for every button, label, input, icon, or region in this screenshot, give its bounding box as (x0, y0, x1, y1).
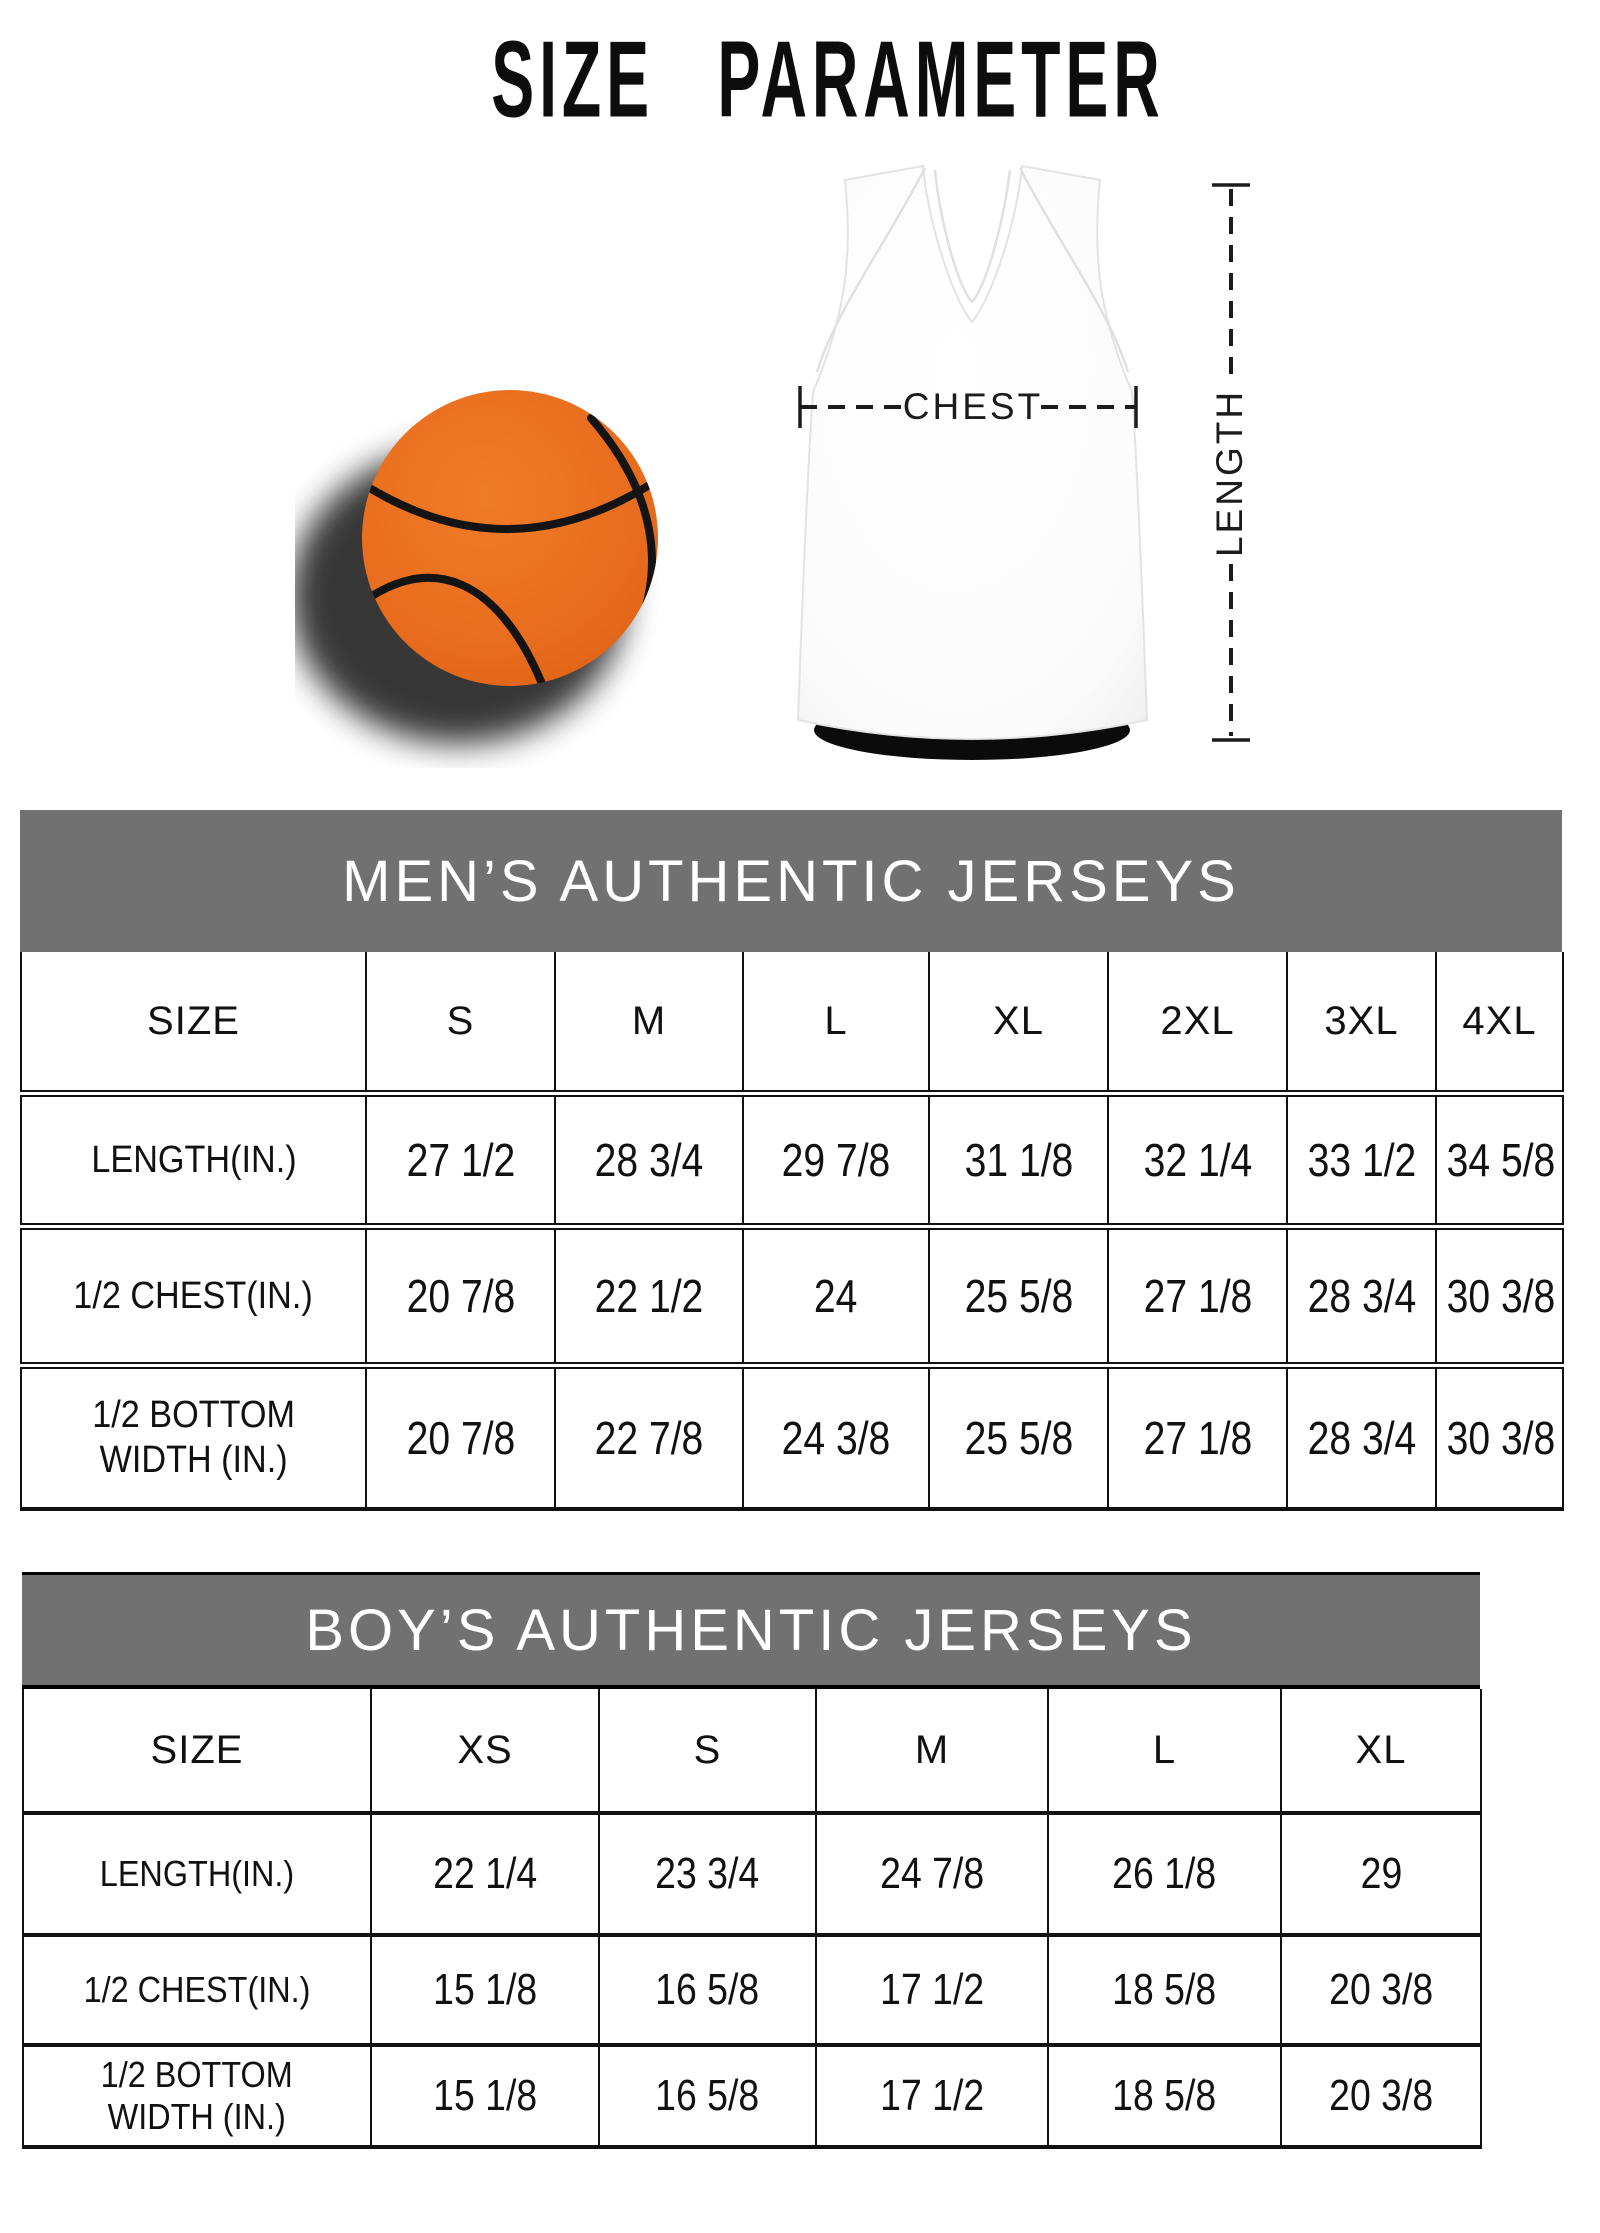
row-label: LENGTH(IN.) (23, 1811, 371, 1935)
table-cell: 20 3/8 (1280, 2043, 1481, 2147)
table-cell: 29 (1280, 1811, 1481, 1935)
column-header: XS (370, 1689, 599, 1813)
table-cell: 15 1/8 (370, 2043, 599, 2147)
column-header: S (365, 952, 555, 1094)
column-header: L (742, 952, 929, 1094)
table-row: LENGTH(IN.) 22 1/4 23 3/4 24 7/8 26 1/8 … (23, 1811, 1481, 1935)
row-label-line: 1/2 CHEST(IN.) (83, 1968, 311, 2010)
table-cell: 17 1/2 (815, 2043, 1048, 2147)
column-header: 4XL (1435, 952, 1563, 1094)
table-cell: 28 3/4 (1286, 1223, 1436, 1366)
table-cell: 25 5/8 (928, 1362, 1108, 1509)
table-cell: 16 5/8 (598, 1933, 816, 2045)
row-label: LENGTH(IN.) (21, 1090, 366, 1227)
table-cell: 30 3/8 (1435, 1362, 1563, 1509)
table-cell: 22 7/8 (554, 1362, 743, 1509)
table-cell: 25 5/8 (928, 1223, 1108, 1366)
table-row: 1/2 BOTTOM WIDTH (IN.) 15 1/8 16 5/8 17 … (23, 2043, 1481, 2147)
table-row: 1/2 BOTTOM WIDTH (IN.) 20 7/8 22 7/8 24 … (21, 1362, 1563, 1509)
basketball-illustration (295, 390, 658, 744)
column-header: SIZE (150, 1727, 244, 1772)
row-label: 1/2 BOTTOM WIDTH (IN.) (23, 2043, 371, 2147)
table-row: 1/2 CHEST(IN.) 15 1/8 16 5/8 17 1/2 18 5… (23, 1933, 1481, 2045)
row-label-line: WIDTH (IN.) (107, 2096, 287, 2137)
table-cell: 33 1/2 (1286, 1090, 1436, 1227)
jersey-illustration: CHEST (796, 164, 1149, 760)
column-header: S (598, 1689, 816, 1813)
column-header: M (815, 1689, 1048, 1813)
table-cell: 27 1/2 (365, 1090, 555, 1227)
length-measure: LENGTH (1209, 183, 1250, 742)
table-cell: 18 5/8 (1047, 2043, 1281, 2147)
table-cell: 22 1/4 (370, 1811, 599, 1935)
table-cell: 17 1/2 (815, 1933, 1048, 2045)
column-header: SIZE (147, 998, 240, 1043)
jersey-body (796, 164, 1149, 740)
row-label: 1/2 CHEST(IN.) (23, 1933, 371, 2045)
boys-table-title: BOY’S AUTHENTIC JERSEYS (305, 1597, 1197, 1663)
row-label-line: 1/2 BOTTOM (100, 2053, 294, 2095)
table-row: 1/2 CHEST(IN.) 20 7/8 22 1/2 24 25 5/8 2… (21, 1223, 1563, 1366)
column-header: 2XL (1107, 952, 1287, 1094)
column-header: XL (928, 952, 1108, 1094)
table-cell: 28 3/4 (1286, 1362, 1436, 1509)
column-header: M (554, 952, 743, 1094)
table-cell: 34 5/8 (1435, 1090, 1563, 1227)
row-label-line: 1/2 BOTTOM (92, 1394, 295, 1437)
column-header: L (1047, 1689, 1281, 1813)
table-cell: 23 3/4 (598, 1811, 816, 1935)
table-cell: 32 1/4 (1107, 1090, 1287, 1227)
table-cell: 24 (742, 1223, 929, 1366)
table-cell: 20 3/8 (1280, 1933, 1481, 2045)
table-cell: 24 3/8 (742, 1362, 929, 1509)
mens-table-header-band: MEN’S AUTHENTIC JERSEYS (20, 810, 1562, 952)
row-label: 1/2 CHEST(IN.) (21, 1223, 366, 1366)
table-cell: 22 1/2 (554, 1223, 743, 1366)
table-cell: 20 7/8 (365, 1223, 555, 1366)
row-label-line: LENGTH(IN.) (99, 1852, 295, 1894)
jersey-seams (815, 167, 1130, 373)
table-cell: 18 5/8 (1047, 1933, 1281, 2045)
mens-size-table: SIZE S M L XL 2XL 3XL 4XL LENGTH(IN.) 27… (20, 952, 1564, 1511)
mens-table-title: MEN’S AUTHENTIC JERSEYS (342, 848, 1240, 914)
table-cell: 26 1/8 (1047, 1811, 1281, 1935)
table-cell: 15 1/8 (370, 1933, 599, 2045)
basketball (362, 390, 658, 686)
column-header: 3XL (1286, 952, 1436, 1094)
boys-header-row: SIZE XS S M L XL (23, 1689, 1481, 1813)
table-cell: 27 1/8 (1107, 1362, 1287, 1509)
column-header: XL (1280, 1689, 1481, 1813)
table-cell: 31 1/8 (928, 1090, 1108, 1227)
chest-label: CHEST (903, 386, 1043, 427)
length-label: LENGTH (1209, 389, 1250, 557)
table-cell: 28 3/4 (554, 1090, 743, 1227)
chest-measure-line: CHEST (798, 386, 1138, 428)
boys-table-header-band: BOY’S AUTHENTIC JERSEYS (22, 1572, 1480, 1689)
table-cell: 24 7/8 (815, 1811, 1048, 1935)
table-cell: 27 1/8 (1107, 1223, 1287, 1366)
boys-size-table: SIZE XS S M L XL LENGTH(IN.) 22 1/4 23 3… (22, 1689, 1482, 2149)
page-title: SIZE PARAMETER (0, 20, 1600, 140)
table-row: LENGTH(IN.) 27 1/2 28 3/4 29 7/8 31 1/8 … (21, 1090, 1563, 1227)
row-label-line: LENGTH(IN.) (90, 1138, 297, 1181)
row-label-line: 1/2 CHEST(IN.) (73, 1274, 314, 1317)
row-label: 1/2 BOTTOM WIDTH (IN.) (21, 1362, 366, 1509)
row-label-line: WIDTH (IN.) (99, 1439, 288, 1481)
page-title-text: SIZE PARAMETER (490, 19, 1165, 141)
table-cell: 20 7/8 (365, 1362, 555, 1509)
table-cell: 16 5/8 (598, 2043, 816, 2147)
mens-header-row: SIZE S M L XL 2XL 3XL 4XL (21, 952, 1563, 1094)
table-cell: 29 7/8 (742, 1090, 929, 1227)
table-cell: 30 3/8 (1435, 1223, 1563, 1366)
